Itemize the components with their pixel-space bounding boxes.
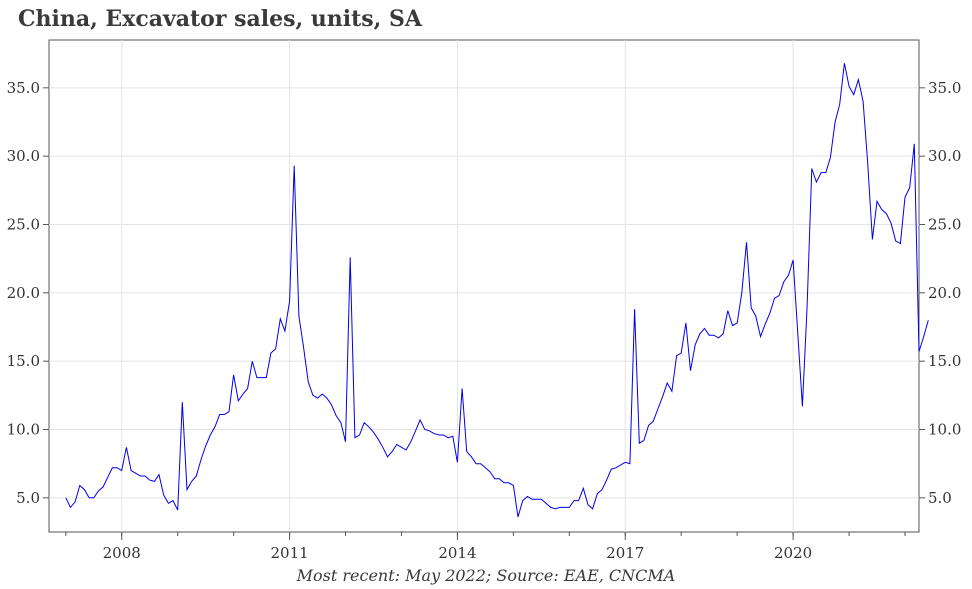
x-tick-label: 2017 [606,544,644,560]
axes: 5.0 5.0 10.0 10.0 15.0 15.0 20.0 20.0 25.0 25.0 30… [7,79,962,560]
y-tick-label-left: 5.0 [16,489,40,507]
x-tick-label: 2011 [270,544,308,560]
chart-source-note: Most recent: May 2022; Source: EAE, CNCM… [296,566,676,585]
y-tick-label-right: 5.0 [928,489,952,507]
series-line-excavator-sales [65,63,929,518]
x-tick-label: 2020 [774,544,812,560]
plot-area [48,39,920,533]
y-tick-label-right: 35.0 [928,79,961,97]
y-tick-label-left: 35.0 [7,79,40,97]
y-tick-label-right: 10.0 [928,421,961,439]
y-tick-label-left: 10.0 [7,421,40,439]
line-chart: 5.0 5.0 10.0 10.0 15.0 15.0 20.0 20.0 25.0 25.0 30… [7,39,962,560]
y-tick-label-left: 20.0 [7,284,40,302]
grid [49,40,919,532]
y-tick-label-left: 15.0 [7,352,40,370]
y-tick-label-right: 15.0 [928,352,961,370]
y-tick-label-right: 25.0 [928,216,961,234]
y-tick-label-right: 30.0 [928,147,961,165]
chart-title: China, Excavator sales, units, SA [18,6,422,32]
y-tick-label-right: 20.0 [928,284,961,302]
y-tick-label-left: 25.0 [7,216,40,234]
y-tick-label-left: 30.0 [7,147,40,165]
x-tick-label: 2008 [103,544,141,560]
x-tick-label: 2014 [438,544,476,560]
